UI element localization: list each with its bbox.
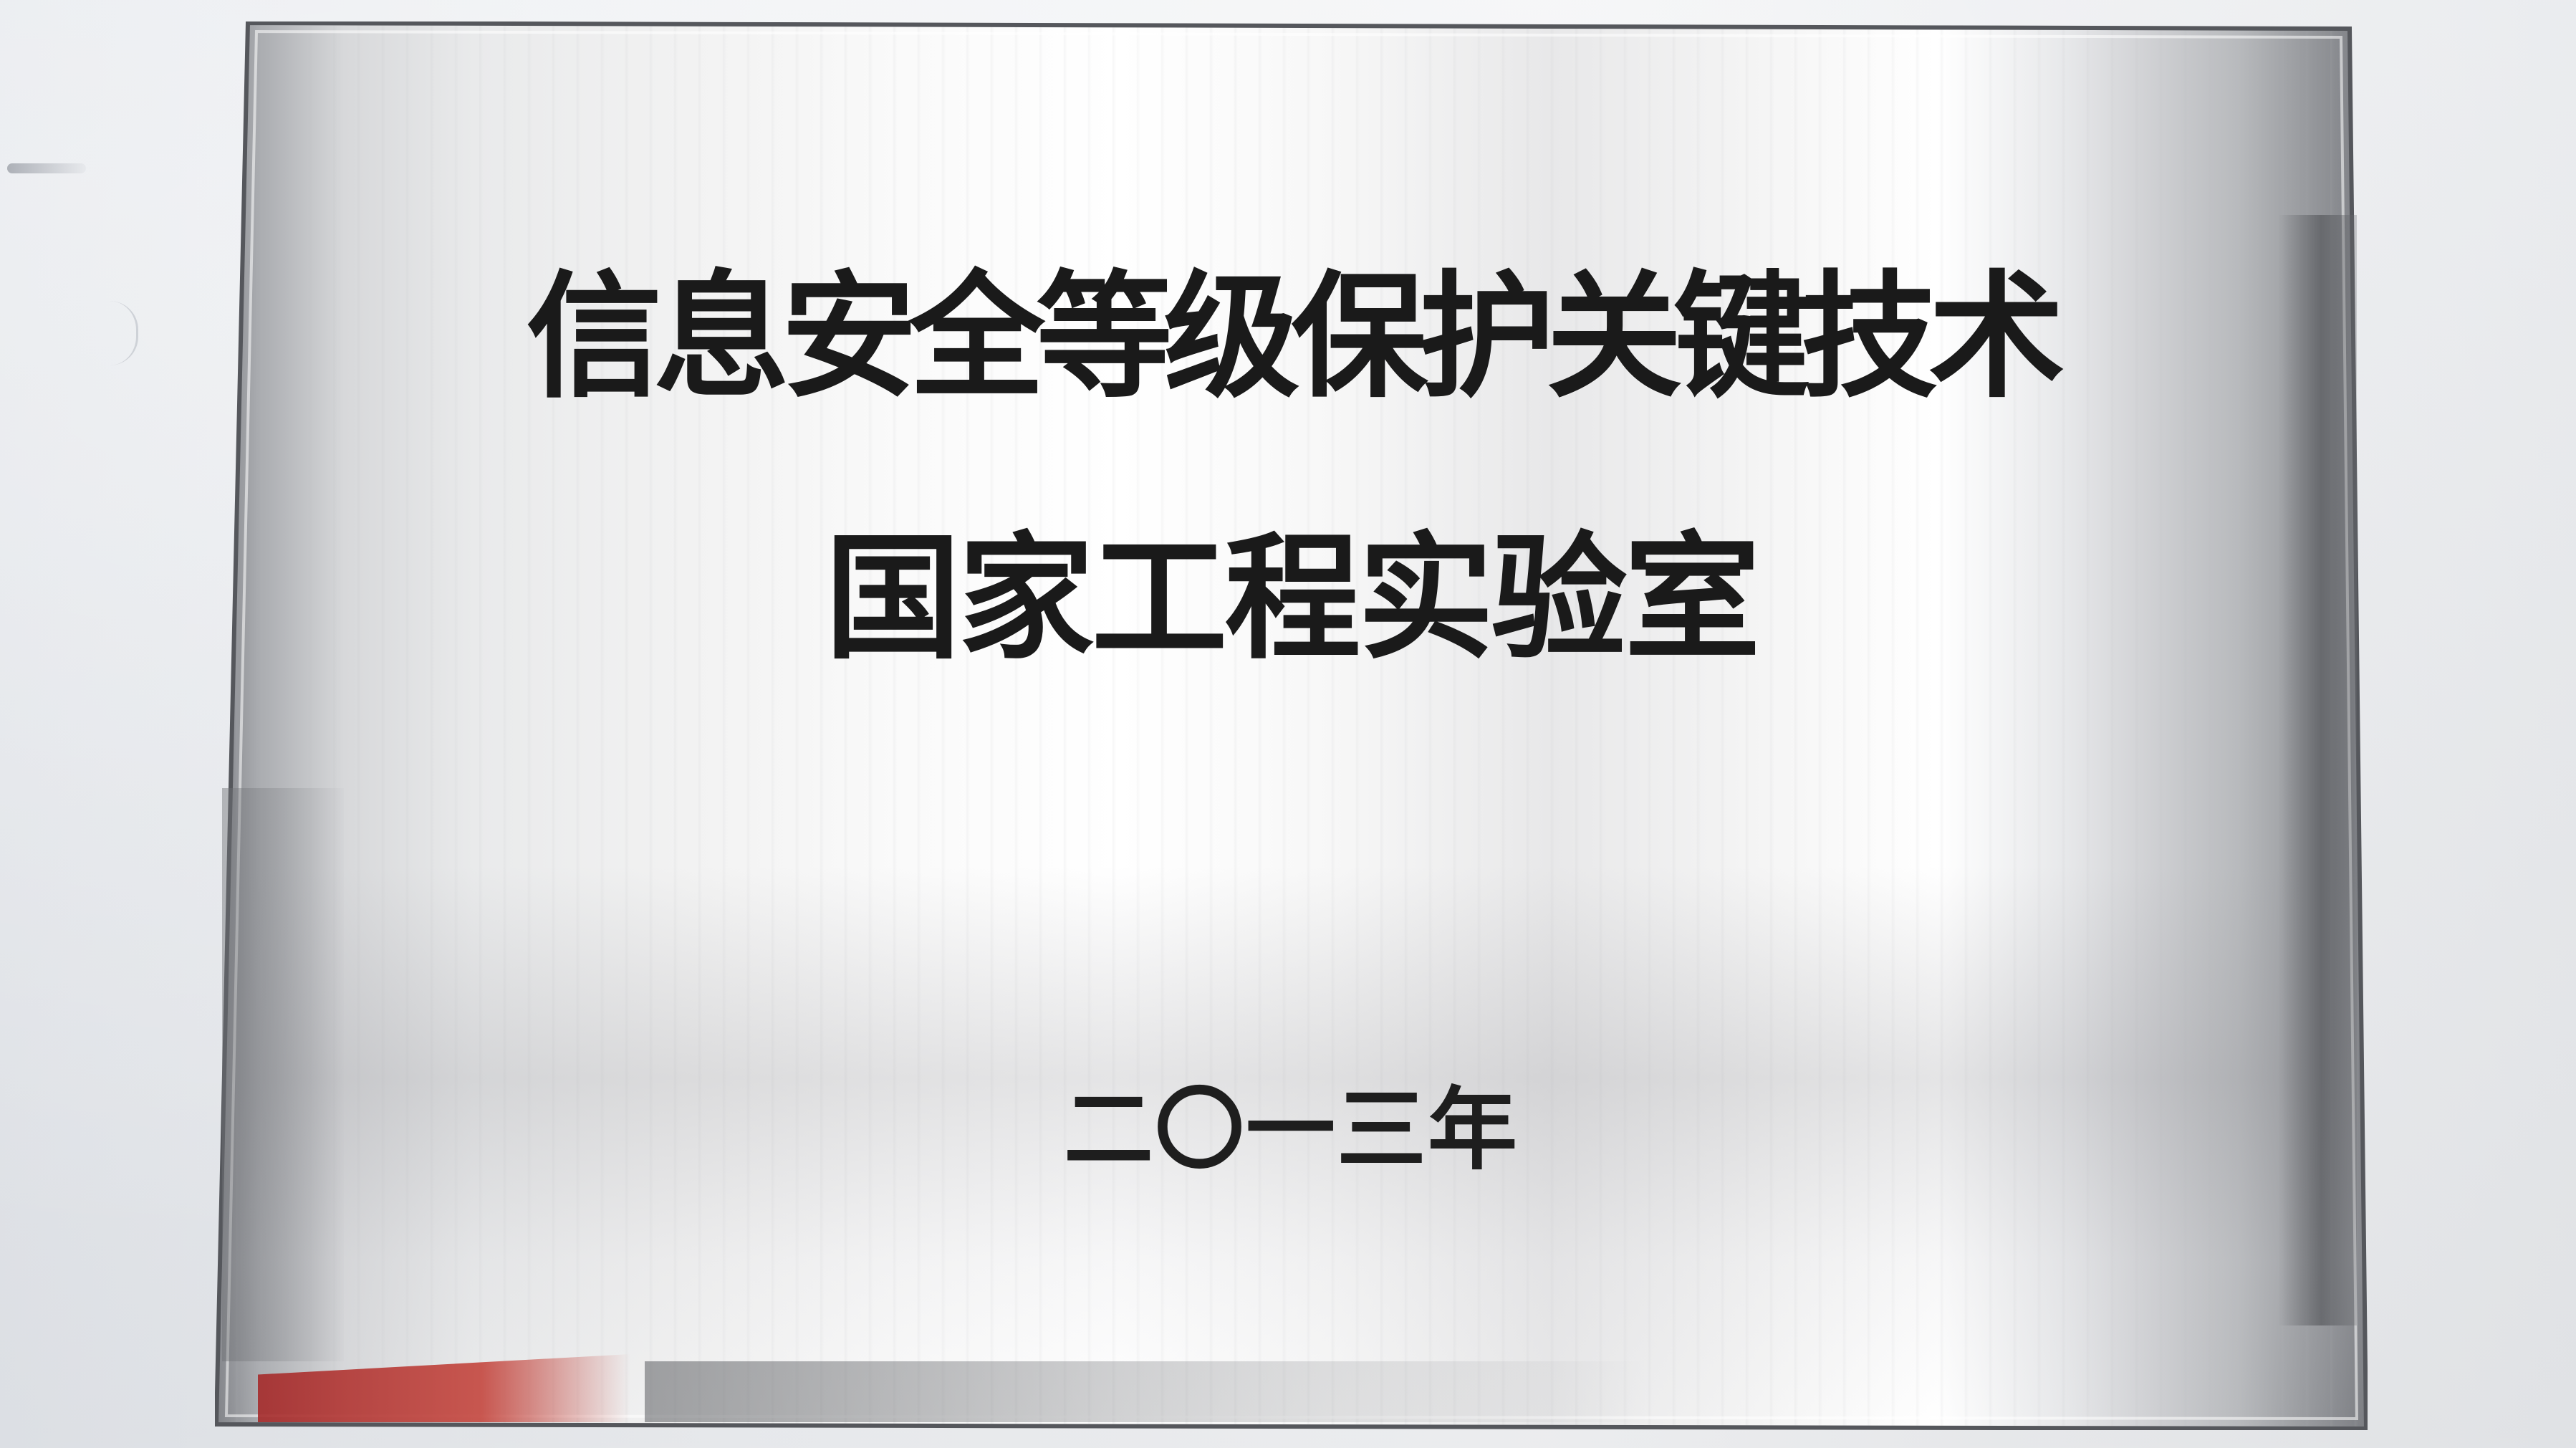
plaque-reflection-left bbox=[222, 788, 344, 1361]
plaque-title-line2: 国家工程实验室 bbox=[825, 518, 1760, 678]
plaque-reflection-bottom bbox=[645, 1361, 1648, 1422]
plaque-year: 二〇一三年 bbox=[1064, 1078, 1519, 1182]
plaque-reflection-right bbox=[2278, 215, 2357, 1325]
plaque-title-line1: 信息安全等级保护关键技术 bbox=[526, 256, 2065, 416]
wall-mark bbox=[7, 163, 86, 173]
plaque-inscription: 信息安全等级保护关键技术 国家工程实验室 二〇一三年 bbox=[215, 21, 2368, 1430]
wall-scuff bbox=[107, 301, 138, 365]
